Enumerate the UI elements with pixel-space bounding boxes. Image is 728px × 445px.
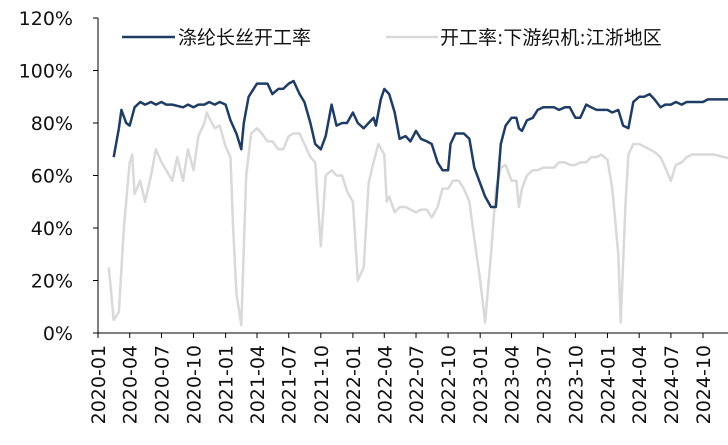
x-tick-label: 2021-07 (279, 345, 301, 424)
x-tick-label: 2022-10 (438, 345, 460, 424)
x-axis-ticks: 2020-01 2020-04 2020-07 2020-10 2021-01 2021-… (88, 333, 715, 424)
legend-label-2: 开工率:下游织机:江浙地区 (440, 27, 662, 49)
x-tick-label: 2020-04 (120, 345, 142, 424)
x-tick-label: 2020-01 (88, 345, 110, 424)
x-tick-label: 2023-04 (502, 345, 524, 424)
plot-area (97, 18, 728, 334)
x-tick-label: 2020-07 (151, 345, 173, 424)
y-tick-label: 80% (31, 113, 73, 135)
legend: 涤纶长丝开工率 开工率:下游织机:江浙地区 (122, 27, 662, 49)
x-tick-label: 2023-10 (565, 345, 587, 424)
series-line-1 (112, 79, 728, 209)
y-tick-label: 100% (19, 61, 73, 83)
x-tick-label: 2024-10 (693, 345, 715, 424)
series-line-2 (107, 111, 728, 327)
x-tick-label: 2023-01 (470, 345, 492, 424)
x-tick-label: 2022-01 (343, 345, 365, 424)
y-axis-ticks: 0% 20% 40% 60% 80% 100% 120% (19, 8, 98, 345)
x-tick-label: 2022-07 (406, 345, 428, 424)
x-tick-label: 2020-10 (184, 345, 206, 424)
x-tick-label: 2022-04 (374, 345, 396, 424)
legend-label-1: 涤纶长丝开工率 (178, 27, 311, 49)
y-tick-label: 120% (19, 8, 73, 30)
series-layer (107, 79, 728, 327)
x-tick-label: 2021-01 (216, 345, 238, 424)
y-tick-label: 0% (43, 323, 73, 345)
x-tick-label: 2024-04 (629, 345, 651, 424)
x-tick-label: 2023-07 (533, 345, 555, 424)
x-tick-label: 2021-10 (311, 345, 333, 424)
y-tick-label: 40% (31, 218, 73, 240)
y-tick-label: 60% (31, 166, 73, 188)
x-tick-label: 2021-04 (247, 345, 269, 424)
x-tick-label: 2024-01 (597, 345, 619, 424)
y-tick-label: 20% (31, 271, 73, 293)
x-tick-label: 2024-07 (661, 345, 683, 424)
